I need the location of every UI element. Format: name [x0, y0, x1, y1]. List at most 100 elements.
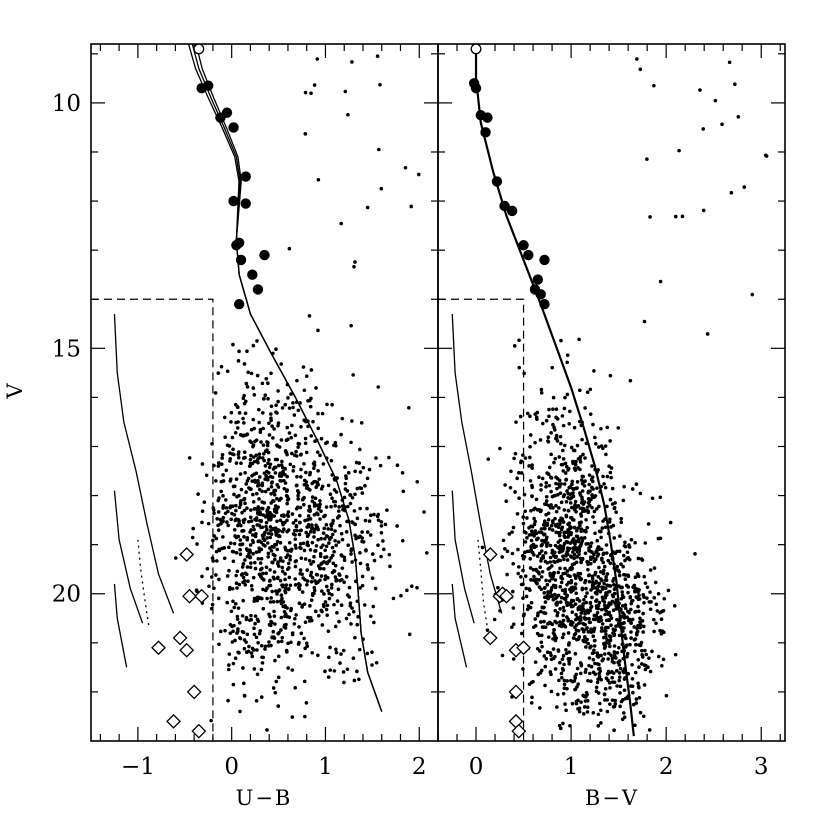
field-star [608, 517, 612, 522]
field-star [229, 420, 233, 424]
member-star-filled [221, 107, 233, 118]
field-star [236, 452, 241, 457]
field-star [639, 557, 644, 561]
field-star [264, 524, 268, 529]
field-star [231, 682, 236, 687]
field-star [349, 323, 353, 328]
field-star [233, 431, 238, 435]
field-star [235, 569, 240, 574]
field-star [416, 172, 421, 177]
field-star [604, 452, 608, 457]
field-star [547, 503, 551, 508]
field-star [376, 543, 380, 547]
field-star [379, 530, 384, 535]
field-star [279, 479, 283, 483]
field-star [568, 574, 572, 579]
field-star [505, 572, 509, 577]
field-star [329, 458, 334, 463]
field-star [268, 568, 272, 572]
field-star [588, 387, 593, 392]
field-star [547, 465, 552, 470]
field-star [344, 530, 349, 534]
field-star [523, 456, 528, 460]
field-star [641, 630, 645, 634]
field-star [409, 204, 414, 209]
field-star [586, 562, 590, 567]
field-star [539, 483, 543, 487]
field-star [579, 500, 584, 505]
field-star [656, 654, 661, 659]
field-star [326, 588, 330, 593]
field-star [299, 475, 303, 479]
field-star [200, 520, 204, 525]
field-star [255, 491, 259, 496]
field-star [286, 641, 290, 646]
field-star [564, 647, 568, 652]
field-star [560, 414, 565, 418]
field-star [196, 492, 200, 496]
field-star [234, 573, 238, 578]
field-star [637, 695, 642, 700]
field-star [273, 553, 277, 558]
field-star [235, 404, 240, 409]
field-star [252, 667, 257, 671]
field-star [566, 509, 571, 513]
field-star [546, 435, 551, 440]
field-star [530, 494, 534, 498]
field-star [305, 568, 310, 572]
field-star [379, 524, 384, 528]
field-star [535, 417, 539, 421]
field-star [268, 535, 273, 540]
field-star [519, 631, 524, 636]
field-star [549, 523, 554, 528]
field-star [249, 613, 253, 618]
field-star [249, 617, 254, 622]
field-star [642, 600, 646, 605]
field-star [531, 542, 536, 547]
field-star [234, 503, 238, 508]
field-star [597, 600, 602, 605]
field-star [304, 641, 309, 646]
field-star [343, 487, 348, 491]
field-star [510, 530, 514, 534]
field-star [315, 480, 320, 485]
field-star [242, 535, 246, 539]
field-star [608, 613, 613, 618]
field-star [570, 459, 575, 464]
field-star [265, 541, 270, 545]
field-star [217, 642, 221, 647]
y-tick-label: 20 [52, 582, 81, 608]
field-star [530, 485, 535, 490]
field-star [325, 603, 330, 608]
field-star [603, 652, 607, 656]
field-star [266, 441, 270, 445]
field-star [668, 520, 673, 525]
field-star [294, 483, 299, 488]
field-star [600, 658, 605, 663]
field-star [360, 583, 365, 588]
field-star [541, 605, 546, 610]
field-star [252, 596, 257, 601]
field-star [306, 615, 310, 620]
field-star [372, 558, 377, 563]
field-star [529, 578, 533, 582]
field-star [266, 381, 270, 385]
field-star [630, 487, 635, 491]
field-star [346, 470, 351, 475]
field-star [403, 165, 408, 170]
axis-labels: V U−B B−V [3, 381, 637, 810]
field-star [280, 520, 285, 525]
field-star [302, 679, 307, 684]
field-star [584, 542, 589, 546]
field-star [347, 595, 352, 599]
field-star [595, 680, 600, 685]
field-star [705, 332, 710, 336]
field-star [581, 602, 585, 606]
field-star [578, 454, 583, 459]
field-star [377, 147, 381, 152]
field-star [633, 540, 637, 545]
field-star [260, 456, 265, 460]
field-star [572, 632, 577, 637]
field-star [257, 539, 262, 543]
